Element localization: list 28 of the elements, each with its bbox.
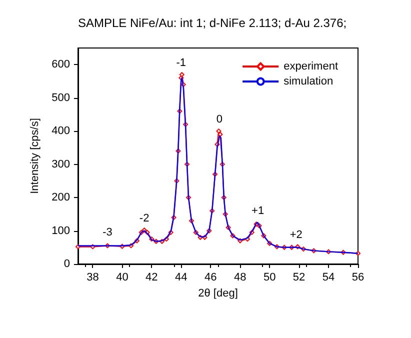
annotation: -3 [102, 226, 112, 239]
x-tick-label: 44 [175, 272, 188, 284]
x-axis-title: 2θ [deg] [198, 288, 238, 300]
legend-label: experiment [284, 60, 338, 72]
annotation: +2 [290, 229, 302, 242]
y-tick-label: 600 [52, 58, 70, 71]
x-tick-label: 48 [234, 272, 246, 284]
y-axis-title: Intensity [cps/s] [29, 118, 42, 194]
x-tick-label: 50 [263, 272, 276, 284]
y-tick-label: 500 [52, 92, 70, 104]
y-tick-label: 200 [52, 192, 70, 204]
x-tick-label: 46 [204, 272, 217, 284]
chart-title: SAMPLE NiFe/Au: int 1; d-NiFe 2.113; d-Au 2.376; [78, 16, 347, 30]
y-tick-label: 300 [52, 158, 70, 170]
y-tick-label: 400 [52, 125, 70, 138]
annotation: -2 [139, 212, 150, 225]
x-tick-label: 42 [146, 272, 158, 284]
annotation: +1 [252, 204, 264, 217]
x-tick-label: 56 [352, 272, 364, 284]
annotation: -1 [176, 57, 186, 70]
x-tick-label: 38 [86, 272, 99, 284]
x-tick-label: 40 [116, 272, 128, 284]
y-tick-label: 100 [52, 224, 70, 237]
y-tick-label: 0 [64, 258, 70, 270]
x-tick-label: 52 [292, 272, 306, 284]
legend-label: simulation [284, 76, 334, 88]
annotation: 0 [216, 114, 223, 126]
x-tick-label: 54 [322, 272, 335, 284]
